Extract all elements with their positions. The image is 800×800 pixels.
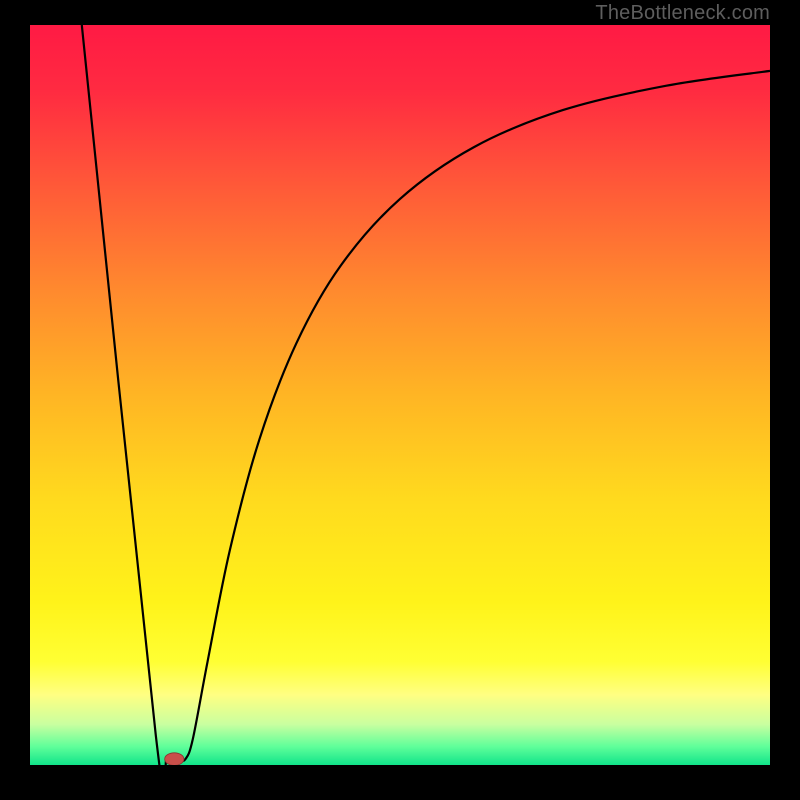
plot-area: [30, 25, 770, 765]
optimum-marker: [165, 753, 184, 765]
watermark-text: TheBottleneck.com: [595, 2, 770, 25]
bottleneck-curve: [82, 25, 770, 765]
chart-container: { "watermark": { "text": "TheBottleneck.…: [0, 0, 800, 800]
curve-overlay: [30, 25, 770, 765]
